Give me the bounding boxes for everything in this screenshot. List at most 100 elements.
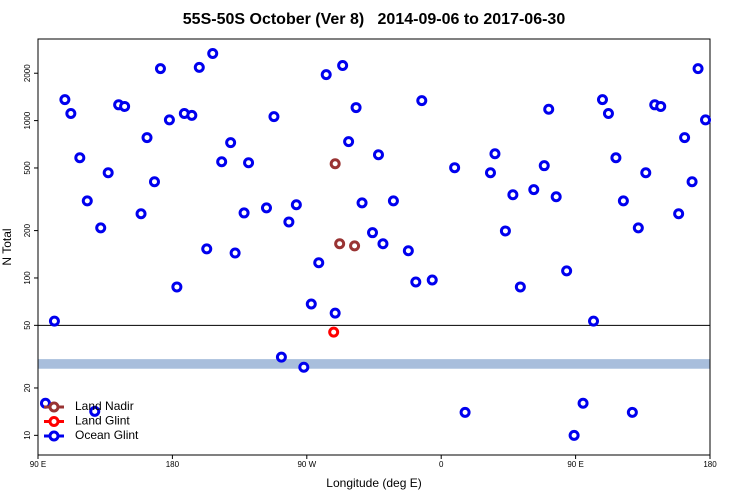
point — [260, 202, 272, 214]
point — [356, 197, 368, 209]
point — [193, 61, 205, 73]
point — [402, 245, 414, 257]
point — [163, 114, 175, 126]
legend-label: Ocean Glint — [75, 428, 139, 442]
point — [449, 162, 461, 174]
legend-label: Land Nadir — [75, 399, 134, 413]
point — [305, 298, 317, 310]
point — [588, 315, 600, 327]
point — [640, 167, 652, 179]
x-tick-label: 90 E — [567, 460, 583, 469]
point — [243, 157, 255, 169]
point — [655, 100, 667, 112]
y-tick-label: 2000 — [23, 64, 32, 82]
point — [632, 222, 644, 234]
point — [349, 240, 361, 252]
point — [65, 107, 77, 119]
point — [367, 227, 379, 239]
point — [577, 397, 589, 409]
point — [416, 95, 428, 107]
point — [81, 195, 93, 207]
point — [610, 152, 622, 164]
point — [686, 176, 698, 188]
legend-marker — [48, 416, 60, 427]
y-tick-label: 200 — [23, 223, 32, 237]
point — [459, 406, 471, 418]
point — [329, 307, 341, 319]
point — [507, 189, 519, 201]
point — [320, 69, 332, 81]
point — [141, 132, 153, 144]
y-axis-label: N Total — [0, 228, 14, 265]
point — [171, 281, 183, 293]
point — [514, 281, 526, 293]
point — [283, 216, 295, 228]
point — [290, 199, 302, 211]
y-tick-label: 1000 — [23, 111, 32, 129]
point — [135, 208, 147, 220]
point — [238, 207, 250, 219]
point — [673, 208, 685, 220]
y-tick-label: 50 — [23, 320, 32, 329]
point — [207, 47, 219, 59]
legend-marker — [48, 401, 60, 413]
x-tick-label: 180 — [703, 460, 717, 469]
point — [59, 94, 71, 106]
point — [268, 111, 280, 123]
point — [410, 276, 422, 288]
chart-title: 55S-50S October (Ver 8) 2014-09-06 to 20… — [183, 11, 566, 28]
point — [74, 152, 86, 164]
point — [298, 361, 310, 373]
y-tick-label: 10 — [23, 430, 32, 439]
point — [201, 243, 213, 255]
point — [489, 148, 501, 160]
point — [275, 351, 287, 363]
x-tick-label: 180 — [166, 460, 180, 469]
point — [102, 167, 114, 179]
point — [538, 160, 550, 172]
point — [337, 59, 349, 71]
point — [225, 137, 237, 149]
point — [679, 132, 691, 144]
point — [692, 63, 704, 75]
y-tick-label: 500 — [23, 161, 32, 175]
point — [499, 225, 511, 237]
point — [617, 195, 629, 207]
point — [426, 274, 438, 286]
point — [528, 184, 540, 196]
point — [543, 103, 555, 115]
point — [334, 238, 346, 250]
point — [119, 100, 131, 112]
point — [329, 158, 341, 170]
point — [148, 176, 160, 188]
point — [154, 63, 166, 75]
point — [377, 238, 389, 250]
point — [602, 107, 614, 119]
point — [229, 247, 241, 259]
point — [343, 136, 355, 148]
point — [216, 156, 228, 168]
y-tick-label: 20 — [23, 383, 32, 392]
point — [328, 326, 340, 338]
point — [89, 405, 101, 417]
plot-frame — [37, 38, 711, 456]
point — [48, 315, 60, 327]
point — [313, 257, 325, 269]
point — [186, 109, 198, 121]
x-tick-label: 90 W — [297, 460, 316, 469]
point — [350, 102, 362, 114]
legend-label: Land Glint — [75, 414, 130, 428]
point — [95, 222, 107, 234]
legend-marker — [48, 430, 60, 442]
x-tick-label: 90 E — [30, 460, 46, 469]
x-tick-label: 0 — [439, 460, 444, 469]
y-tick-label: 100 — [23, 271, 32, 285]
point — [387, 195, 399, 207]
point — [568, 429, 580, 441]
point — [372, 149, 384, 161]
x-axis-label: Longitude (deg E) — [326, 476, 421, 490]
point — [550, 191, 562, 203]
point — [700, 114, 712, 126]
point — [484, 167, 496, 179]
